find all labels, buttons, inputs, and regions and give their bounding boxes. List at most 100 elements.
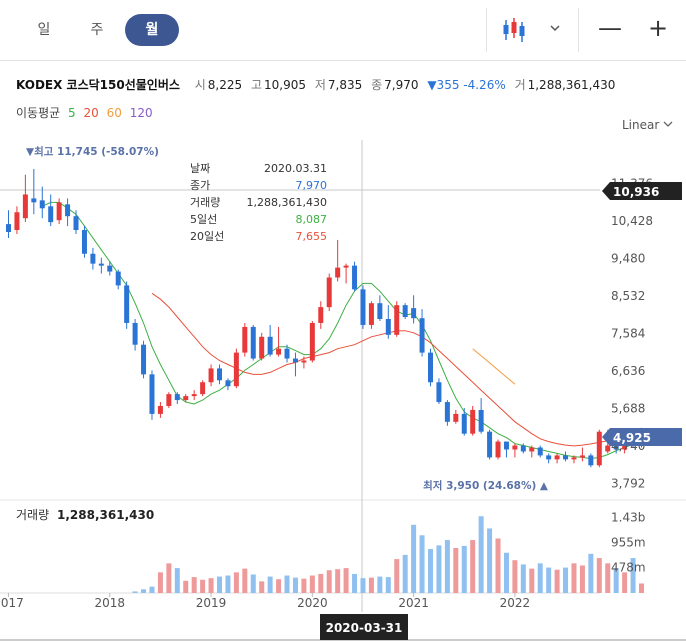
- candle-body: [166, 394, 172, 406]
- volume-bar: [478, 516, 484, 593]
- tab-monthly[interactable]: 월: [125, 14, 179, 46]
- close-value: 7,970: [384, 78, 419, 92]
- candle-body: [242, 326, 248, 353]
- volume-bar: [470, 540, 476, 593]
- candle: [259, 332, 265, 361]
- candle-body: [613, 445, 619, 450]
- scale-mode-selector[interactable]: Linear: [622, 118, 673, 132]
- volume-bar: [284, 575, 290, 593]
- tooltip-label: 거래량: [190, 196, 220, 209]
- candle: [326, 273, 332, 312]
- low-value: 7,835: [327, 78, 363, 92]
- volume-bar: [453, 548, 459, 593]
- volume-bar: [225, 575, 231, 593]
- candle: [208, 364, 214, 387]
- candle: [73, 210, 79, 234]
- candle: [537, 445, 543, 458]
- candle: [284, 344, 290, 363]
- tooltip-label: 20일선: [190, 229, 224, 243]
- moving-average-lines: [42, 201, 642, 460]
- open-value: 8,225: [207, 78, 243, 92]
- volume-bar: [613, 568, 619, 593]
- candle: [276, 326, 282, 357]
- tooltip-value: 8,087: [296, 213, 328, 226]
- volume-bar: [191, 577, 197, 593]
- close-label: 종: [371, 78, 383, 92]
- candle: [39, 186, 45, 219]
- candle-body: [411, 308, 417, 319]
- candle-body: [563, 455, 569, 460]
- candle-body: [605, 445, 611, 452]
- volume-bar: [343, 568, 349, 593]
- candle-body: [520, 445, 526, 452]
- price-tick-label: 10,428: [611, 214, 653, 228]
- candle-body: [217, 368, 222, 381]
- crosshair-date-badge: [320, 614, 408, 640]
- zoom-in-button[interactable]: +: [647, 14, 669, 42]
- candle: [563, 451, 569, 462]
- candle-body: [470, 409, 476, 434]
- candle-body: [579, 455, 585, 458]
- candle: [65, 198, 71, 227]
- candle: [377, 295, 383, 321]
- last-price-label: 4,925: [613, 431, 651, 445]
- volume-bar: [368, 577, 374, 593]
- candle-body: [596, 431, 602, 466]
- moving-average-legend[interactable]: 이동평균 5 20 60 120: [16, 104, 157, 121]
- volume-bar: [377, 576, 383, 593]
- x-tick-label: 2022: [500, 596, 531, 610]
- crosshair-price-label: 10,936: [613, 185, 659, 199]
- candle-body: [461, 413, 467, 434]
- candle: [191, 390, 197, 401]
- volume-bar: [309, 575, 315, 593]
- chevron-down-icon[interactable]: [547, 16, 563, 40]
- candle-body: [200, 382, 206, 395]
- candlestick-icon[interactable]: [500, 16, 528, 44]
- volume-bar: [537, 563, 543, 593]
- toolbar-divider: [486, 8, 487, 52]
- candle-body: [14, 212, 20, 231]
- candle: [242, 322, 248, 357]
- candle: [81, 226, 87, 258]
- candle-body: [428, 352, 433, 383]
- high-value: 10,905: [264, 78, 307, 92]
- volume-bar: [546, 567, 552, 593]
- candle-body: [73, 216, 79, 231]
- volume-bar: [444, 540, 450, 593]
- zoom-out-button[interactable]: —: [598, 14, 622, 42]
- tab-weekly[interactable]: 주: [90, 22, 104, 38]
- candle: [115, 269, 121, 290]
- volume-bar: [596, 558, 602, 593]
- volume-bar: [149, 586, 155, 593]
- candle-body: [335, 267, 341, 278]
- volume-bar: [411, 524, 417, 593]
- volume-bar: [318, 573, 324, 593]
- x-tick-label: 2018: [95, 596, 126, 610]
- ma120-legend: 120: [129, 106, 153, 120]
- security-name: KODEX 코스닥150선물인버스: [16, 78, 180, 92]
- candle-body: [259, 336, 265, 359]
- candle-body: [444, 402, 450, 422]
- candle: [419, 309, 425, 357]
- candle: [495, 439, 501, 460]
- volume-bars: [132, 516, 644, 593]
- volume-bar: [267, 576, 273, 593]
- candle: [141, 340, 147, 379]
- candle: [470, 405, 476, 436]
- candle-body: [503, 441, 509, 450]
- candle: [394, 301, 400, 337]
- ma60-line: [472, 348, 516, 385]
- candle-body: [157, 405, 163, 414]
- tooltip-label: 종가: [190, 179, 210, 192]
- candle-body: [495, 441, 501, 458]
- candle-body: [149, 374, 155, 414]
- candle: [571, 455, 577, 464]
- chart-overlay: ▼최고 11,745 (-58.07%) 최저 3,950 (24.68%) ▲ 1…: [16, 145, 682, 640]
- volume-tick-label: 1.43b: [611, 510, 645, 524]
- candle: [90, 247, 96, 270]
- volume-bar: [402, 554, 408, 593]
- candle-body: [537, 447, 543, 456]
- candle: [183, 394, 189, 403]
- tab-daily[interactable]: 일: [37, 22, 51, 38]
